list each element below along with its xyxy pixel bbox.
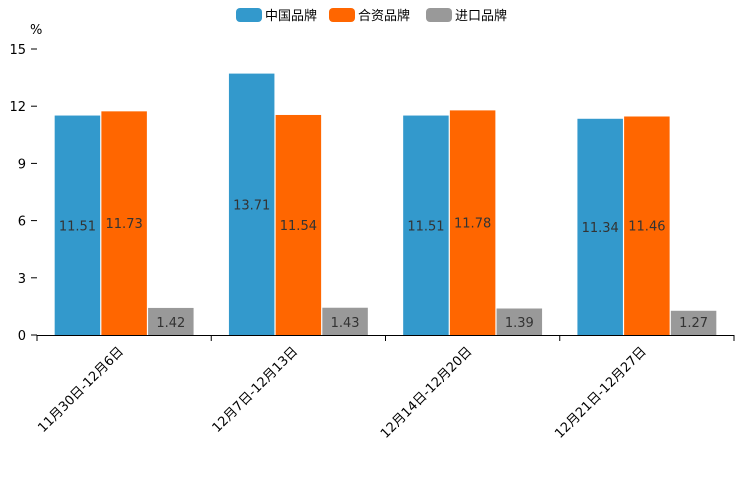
x-category-label: 12月21日-12月27日 bbox=[552, 344, 649, 441]
data-label: 11.78 bbox=[454, 217, 491, 232]
data-label: 1.27 bbox=[679, 316, 708, 331]
bar bbox=[624, 116, 670, 335]
data-label: 11.54 bbox=[280, 219, 317, 234]
data-label: 13.71 bbox=[233, 198, 270, 213]
bar bbox=[101, 111, 147, 336]
bar bbox=[148, 307, 194, 335]
bar bbox=[670, 310, 717, 335]
bar bbox=[577, 118, 623, 335]
bar bbox=[54, 115, 101, 335]
y-tick-label: 3 bbox=[18, 272, 26, 287]
legend: 中国品牌 合资品牌 进口品牌 bbox=[236, 8, 507, 24]
y-tick-label: 12 bbox=[9, 100, 26, 115]
data-label: 11.51 bbox=[407, 219, 444, 234]
y-tick-label: 6 bbox=[18, 215, 26, 230]
bar bbox=[449, 110, 496, 335]
data-label: 11.34 bbox=[582, 221, 619, 236]
data-label: 11.73 bbox=[106, 217, 143, 232]
bar bbox=[228, 73, 275, 335]
y-axis: 0 3 6 9 12 15 bbox=[9, 43, 37, 344]
bar bbox=[322, 307, 368, 335]
legend-label: 中国品牌 bbox=[265, 8, 317, 24]
x-category-label: 12月7日-12月13日 bbox=[210, 344, 302, 436]
bar bbox=[496, 308, 543, 335]
legend-label: 合资品牌 bbox=[358, 8, 410, 24]
legend-label: 进口品牌 bbox=[455, 8, 507, 24]
y-tick-label: 15 bbox=[9, 43, 26, 58]
y-tick-label: 0 bbox=[18, 329, 26, 344]
bars: 11.51 11.73 1.42 13.71 11.54 1.43 11.51 11.78 1.… bbox=[54, 73, 717, 336]
x-category-label: 11月30日-12月6日 bbox=[35, 344, 127, 436]
bar bbox=[403, 115, 449, 335]
legend-swatch bbox=[426, 8, 452, 22]
x-axis: 11月30日-12月6日 12月7日-12月13日 12月14日-12月20日 12月… bbox=[35, 335, 735, 442]
data-label: 1.39 bbox=[505, 316, 534, 331]
legend-swatch bbox=[329, 8, 355, 22]
y-tick-label: 9 bbox=[18, 157, 26, 172]
legend-swatch bbox=[236, 8, 262, 22]
bar bbox=[275, 114, 322, 335]
data-label: 1.43 bbox=[331, 316, 360, 331]
data-label: 11.46 bbox=[628, 220, 665, 235]
y-unit-label: % bbox=[30, 23, 42, 38]
x-category-label: 12月14日-12月20日 bbox=[378, 344, 475, 441]
data-label: 11.51 bbox=[59, 219, 96, 234]
data-label: 1.42 bbox=[156, 316, 185, 331]
